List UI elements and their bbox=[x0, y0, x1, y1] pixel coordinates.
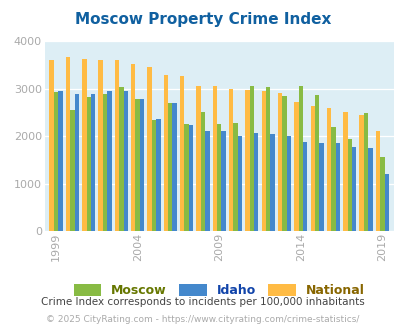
Bar bbox=[163, 75, 168, 231]
Bar bbox=[281, 96, 286, 231]
Bar bbox=[200, 113, 205, 231]
Bar bbox=[115, 60, 119, 231]
Bar bbox=[261, 91, 265, 231]
Bar bbox=[347, 139, 351, 231]
Bar bbox=[172, 103, 177, 231]
Bar bbox=[294, 102, 298, 231]
Bar bbox=[107, 91, 111, 231]
Bar bbox=[58, 91, 62, 231]
Bar bbox=[205, 131, 209, 231]
Bar bbox=[156, 119, 160, 231]
Bar bbox=[82, 59, 86, 231]
Text: Crime Index corresponds to incidents per 100,000 inhabitants: Crime Index corresponds to incidents per… bbox=[41, 297, 364, 307]
Bar bbox=[228, 89, 233, 231]
Legend: Moscow, Idaho, National: Moscow, Idaho, National bbox=[68, 279, 369, 302]
Bar bbox=[119, 87, 123, 231]
Bar bbox=[54, 92, 58, 231]
Bar bbox=[221, 131, 225, 231]
Bar bbox=[342, 112, 347, 231]
Bar bbox=[131, 64, 135, 231]
Bar bbox=[139, 99, 144, 231]
Bar bbox=[66, 57, 70, 231]
Bar bbox=[358, 115, 363, 231]
Bar bbox=[367, 148, 372, 231]
Bar bbox=[75, 94, 79, 231]
Bar bbox=[135, 99, 139, 231]
Bar bbox=[212, 86, 217, 231]
Bar bbox=[49, 60, 54, 231]
Bar bbox=[379, 157, 384, 231]
Bar bbox=[265, 87, 270, 231]
Bar bbox=[249, 86, 254, 231]
Bar bbox=[233, 123, 237, 231]
Text: Moscow Property Crime Index: Moscow Property Crime Index bbox=[75, 12, 330, 26]
Bar bbox=[179, 76, 184, 231]
Bar bbox=[286, 136, 290, 231]
Bar bbox=[70, 110, 75, 231]
Bar bbox=[363, 113, 367, 231]
Bar bbox=[184, 124, 188, 231]
Text: © 2025 CityRating.com - https://www.cityrating.com/crime-statistics/: © 2025 CityRating.com - https://www.city… bbox=[46, 315, 359, 324]
Bar bbox=[330, 127, 335, 231]
Bar bbox=[326, 108, 330, 231]
Bar bbox=[98, 60, 102, 231]
Bar bbox=[254, 133, 258, 231]
Bar bbox=[277, 93, 281, 231]
Bar bbox=[270, 134, 274, 231]
Bar bbox=[319, 143, 323, 231]
Bar bbox=[298, 86, 302, 231]
Bar bbox=[196, 86, 200, 231]
Bar bbox=[168, 103, 172, 231]
Bar bbox=[91, 94, 95, 231]
Bar bbox=[302, 142, 307, 231]
Bar bbox=[151, 119, 156, 231]
Bar bbox=[384, 174, 388, 231]
Bar bbox=[351, 147, 356, 231]
Bar bbox=[123, 91, 128, 231]
Bar bbox=[147, 67, 151, 231]
Bar bbox=[310, 106, 314, 231]
Bar bbox=[217, 124, 221, 231]
Bar bbox=[237, 136, 241, 231]
Bar bbox=[375, 131, 379, 231]
Bar bbox=[102, 94, 107, 231]
Bar bbox=[188, 125, 193, 231]
Bar bbox=[245, 90, 249, 231]
Bar bbox=[314, 95, 319, 231]
Bar bbox=[335, 143, 339, 231]
Bar bbox=[86, 97, 91, 231]
